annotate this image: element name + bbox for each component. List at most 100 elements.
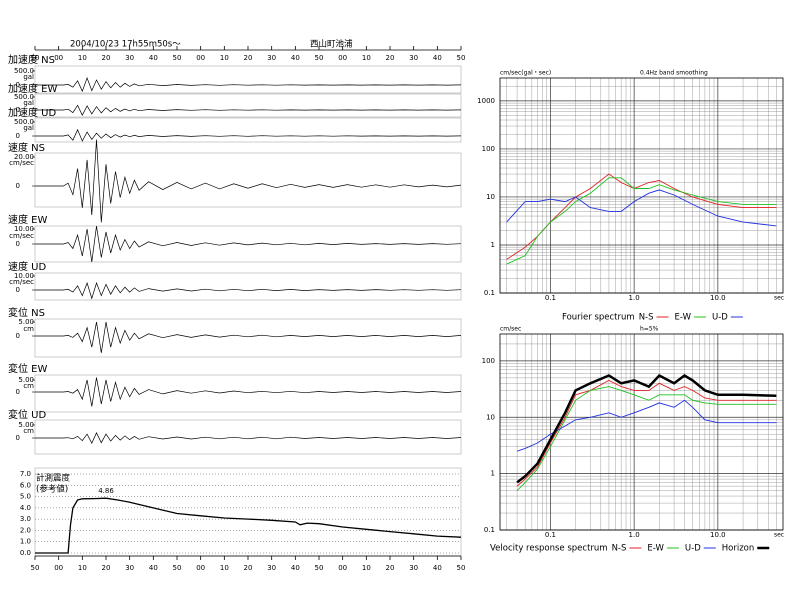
x-tick-label: 30 (125, 564, 134, 572)
y-tick-label: 5.0 (20, 493, 31, 501)
legend-label: Horizon (722, 544, 755, 554)
legend-label: E-W (675, 313, 692, 323)
x-tick-label: 40 (291, 564, 300, 572)
legend-title: Velocity response spectrum (490, 544, 608, 554)
legend-label: N-S (639, 313, 654, 323)
intensity-line (35, 497, 462, 554)
x-tick-label: 50 (31, 564, 40, 572)
x-tick-label: 30 (267, 564, 276, 572)
x-tick-label: 20 (102, 54, 111, 62)
trace-title: 速度 UD (8, 260, 46, 273)
legend-label: N-S (612, 544, 627, 554)
y-tick-label: 0.1 (484, 289, 495, 297)
y-tick-label: 500.0 (14, 67, 34, 75)
x-tick-label: 50 (173, 564, 182, 572)
x-tick-label: 30 (125, 54, 134, 62)
unit-label: cm/sec (9, 159, 34, 167)
x-tick-label: 40 (291, 54, 300, 62)
x-tick-label: 20 (244, 564, 253, 572)
waveform (35, 281, 462, 300)
y-tick-label: 0 (16, 106, 20, 114)
spectrum-line (506, 177, 777, 265)
waveform (35, 225, 462, 263)
x-tick-label: 20 (102, 564, 111, 572)
max-annotation: 4.86 (98, 487, 114, 495)
spectrum-line (516, 386, 777, 491)
y-tick-label: 1 (491, 470, 495, 478)
x-tick-label: 0.1 (545, 531, 556, 539)
y-axis-label: cm/sec(gal・sec) (500, 70, 551, 77)
datetime: 2004/10/23 17h55m50s〜 (70, 40, 181, 50)
waveform (35, 76, 462, 93)
spectrum-line (506, 189, 777, 227)
trace-frame (34, 65, 462, 94)
trace-title: 加速度 NS (8, 53, 55, 66)
y-tick-label: 0 (16, 286, 20, 294)
x-tick-label: 10.0 (710, 531, 726, 539)
y-tick-label: 1.0 (20, 538, 31, 546)
y-tick-label: 0 (16, 132, 20, 140)
legend-title: Fourier spectrum (562, 313, 635, 323)
y-tick-label: 500.0 (14, 118, 34, 126)
unit-label: cm (23, 325, 34, 333)
y-tick-label: 7.0 (20, 470, 31, 478)
waveform (35, 431, 462, 445)
x-tick-label: 40 (433, 54, 442, 62)
x-tick-label: 1.0 (629, 531, 640, 539)
trace-title: 変位 EW (8, 362, 47, 375)
x-tick-label: 30 (267, 54, 276, 62)
y-tick-label: 0 (16, 388, 20, 396)
y-tick-label: 100 (482, 357, 495, 365)
legend-label: E-W (647, 544, 664, 554)
y-tick-label: 2.0 (20, 526, 31, 534)
x-tick-label: 10 (78, 54, 87, 62)
unit-label: cm (23, 382, 34, 390)
y-tick-label: 3.0 (20, 515, 31, 523)
x-tick-label: 00 (338, 564, 347, 572)
unit-label: gal (23, 73, 34, 81)
x-axis-label: sec (774, 532, 784, 539)
x-tick-label: 00 (338, 54, 347, 62)
y-tick-label: 0 (16, 81, 20, 89)
y-tick-label: 0.1 (484, 526, 495, 534)
y-tick-label: 1000 (477, 97, 495, 105)
x-tick-label: 50 (315, 54, 324, 62)
y-tick-label: 5.00 (18, 376, 34, 384)
y-tick-label: 5.00 (18, 318, 34, 326)
x-tick-label: 40 (433, 564, 442, 572)
trace-title: 速度 NS (8, 141, 45, 154)
trace-title: 変位 NS (8, 306, 45, 319)
plot-frame (499, 77, 784, 294)
x-tick-label: 30 (409, 564, 418, 572)
spectrum-line (516, 379, 777, 487)
y-tick-label: 0 (16, 332, 20, 340)
y-tick-label: 20.00 (14, 153, 34, 161)
y-tick-label: 0 (16, 434, 20, 442)
y-tick-label: 6.0 (20, 481, 31, 489)
x-tick-label: 00 (54, 54, 63, 62)
x-tick-label: 0.1 (545, 294, 556, 302)
spectrum-line (516, 399, 777, 452)
x-tick-label: 10 (362, 564, 371, 572)
y-tick-label: 0 (16, 240, 20, 248)
y-tick-label: 10.00 (14, 272, 34, 280)
trace-title: 加速度 UD (8, 106, 56, 119)
trace-title: 加速度 EW (8, 82, 57, 95)
x-tick-label: 50 (173, 54, 182, 62)
waveform (35, 128, 462, 142)
x-tick-label: 50 (315, 564, 324, 572)
unit-label: gal (23, 99, 34, 107)
trace-title: 速度 EW (8, 213, 47, 226)
trace-frame (34, 318, 462, 358)
x-tick-label: 20 (244, 54, 253, 62)
y-tick-label: 10.00 (14, 225, 34, 233)
x-tick-label: 10.0 (710, 294, 726, 302)
trace-frame (34, 419, 462, 455)
legend-label: U-D (685, 544, 701, 554)
chart-title: 計測震度 (36, 473, 71, 484)
x-tick-label: 00 (54, 564, 63, 572)
x-tick-label: 1.0 (629, 294, 640, 302)
